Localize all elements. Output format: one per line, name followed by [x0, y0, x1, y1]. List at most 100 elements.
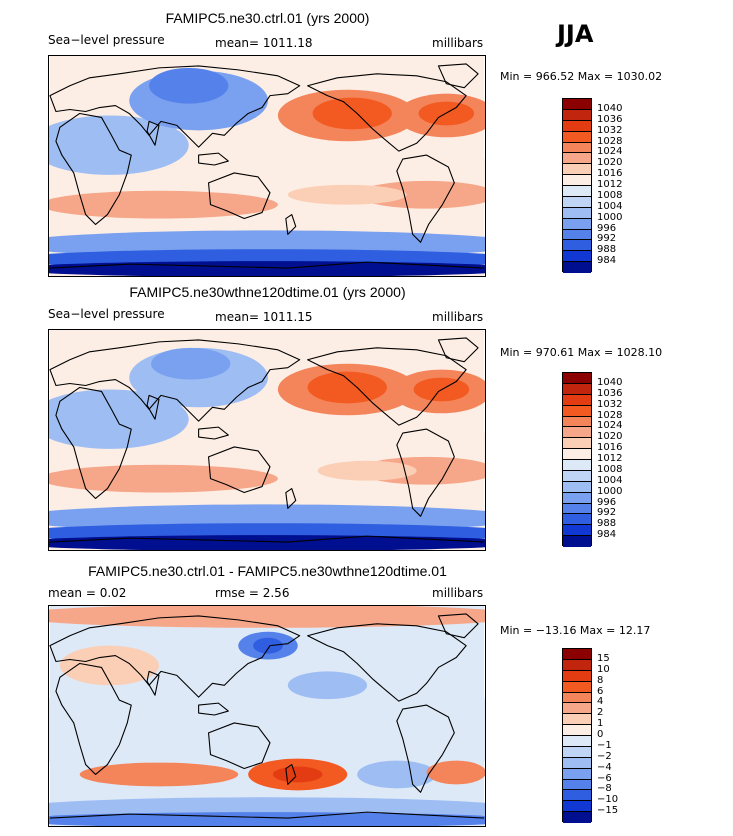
colorbar-swatch: [563, 714, 591, 726]
coastline: [49, 615, 301, 698]
colorbar-tick-label: 1020: [597, 157, 623, 169]
colorbar-swatch: [563, 514, 591, 526]
colorbar-tick-label: 1036: [597, 113, 623, 125]
colorbar-tick-label: 1028: [597, 409, 623, 421]
panel-2-title: FAMIPC5.ne30wthne120dtime.01 (yrs 2000): [129, 284, 406, 300]
colorbar-tick-label: −4: [597, 761, 612, 773]
colorbar-swatch: [563, 240, 591, 252]
coastline: [198, 152, 229, 166]
colorbar-tick-label: 1024: [597, 420, 623, 432]
coastline: [307, 347, 467, 426]
coastline: [437, 63, 479, 89]
colorbar-swatch: [563, 670, 591, 682]
colorbar-swatch: [563, 746, 591, 758]
colorbar-swatch: [563, 164, 591, 176]
colorbar-tick-label: 992: [597, 507, 617, 519]
colorbar-swatch: [563, 492, 591, 504]
colorbar-swatch: [563, 801, 591, 813]
colorbar-tick-label: −8: [597, 783, 612, 795]
coastline: [437, 337, 479, 363]
colorbar-tick-label: 4: [597, 696, 604, 708]
colorbar-swatch: [563, 725, 591, 736]
colorbar-swatch: [563, 394, 591, 406]
colorbar-tick-label: 1012: [597, 453, 623, 464]
colorbar-tick-label: 1016: [597, 168, 623, 180]
contour-region: [312, 97, 392, 130]
colorbar-tick-label: 1040: [597, 376, 623, 388]
colorbar-tick-label: 1036: [597, 387, 623, 399]
panel-1-title: FAMIPC5.ne30.ctrl.01 (yrs 2000): [165, 10, 370, 26]
colorbar-swatch: [563, 659, 591, 671]
coastline: [285, 764, 297, 785]
colorbar-tick-label: 1004: [597, 474, 623, 486]
colorbar-swatch: [563, 373, 591, 384]
colorbar-tick-label: 1020: [597, 431, 623, 443]
contour-region: [49, 670, 485, 790]
colorbar-tick-label: 1032: [597, 124, 623, 136]
colorbar-swatch: [563, 736, 591, 747]
colorbar-tick-label: 1000: [597, 485, 623, 497]
coastline: [146, 394, 160, 420]
field-plot: [49, 56, 485, 276]
panel-3-units-label: millibars: [432, 586, 484, 600]
colorbar-swatch: [563, 757, 591, 769]
panel-2-units-label: millibars: [432, 310, 484, 324]
contour-region: [49, 812, 485, 826]
contour-region: [317, 460, 417, 481]
coastline: [49, 535, 485, 543]
contour-region: [59, 645, 159, 686]
colorbar-tick-label: 1008: [597, 189, 623, 201]
colorbar-tick-label: 0: [597, 729, 604, 740]
contour-region: [49, 464, 278, 493]
contour-region: [272, 766, 323, 783]
colorbar-swatch: [563, 383, 591, 395]
colorbar-swatch: [563, 460, 591, 471]
coastline: [49, 65, 301, 148]
contour-region: [287, 671, 368, 700]
colorbar-swatch: [563, 120, 591, 132]
coastline: [55, 112, 132, 226]
colorbar-swatch: [563, 536, 591, 547]
colorbar-swatch: [563, 99, 591, 110]
panel-3-mean-label: mean = 0.02: [48, 586, 127, 600]
colorbar-tick-label: 2: [597, 707, 604, 719]
contour-region: [253, 637, 283, 654]
colorbar-tick-label: 1000: [597, 211, 623, 223]
colorbar-swatch: [563, 229, 591, 241]
coastline: [55, 386, 132, 500]
colorbar-swatch: [563, 692, 591, 704]
colorbar-tick-label: 1040: [597, 102, 623, 114]
colorbar-swatch: [563, 703, 591, 715]
colorbar-swatch: [563, 251, 591, 263]
colorbar-swatch: [563, 218, 591, 230]
panel-3-colorbar: [562, 648, 592, 823]
colorbar-tick-label: 1032: [597, 398, 623, 410]
colorbar-tick-label: 1024: [597, 146, 623, 158]
colorbar-tick-label: 1028: [597, 135, 623, 147]
colorbar-tick-label: 1016: [597, 442, 623, 454]
coastline: [437, 613, 479, 639]
panel-2-minmax: Min = 970.61 Max = 1028.10: [500, 346, 663, 359]
colorbar-swatch: [563, 649, 591, 660]
colorbar-swatch: [563, 681, 591, 693]
colorbar-tick-label: 15: [597, 652, 610, 664]
coastline: [49, 811, 485, 819]
colorbar-tick-label: −15: [597, 805, 619, 817]
panel-1-colorbar: [562, 98, 592, 273]
colorbar-swatch: [563, 449, 591, 460]
colorbar-tick-label: −6: [597, 772, 612, 784]
colorbar-tick-label: 988: [597, 518, 617, 530]
colorbar-swatch: [563, 207, 591, 219]
panel-1-map: [48, 55, 486, 277]
panel-2-colorbar: [562, 372, 592, 547]
panel-3-rmse-label: rmse = 2.56: [215, 586, 290, 600]
colorbar-swatch: [563, 196, 591, 208]
panel-1-mean-label: mean= 1011.18: [215, 36, 313, 50]
colorbar-swatch: [563, 438, 591, 450]
coastline: [207, 172, 271, 220]
contour-region: [287, 184, 407, 205]
contour-region: [151, 347, 231, 380]
colorbar-tick-label: 996: [597, 222, 617, 234]
field-plot: [49, 606, 485, 826]
coastline: [396, 428, 455, 517]
